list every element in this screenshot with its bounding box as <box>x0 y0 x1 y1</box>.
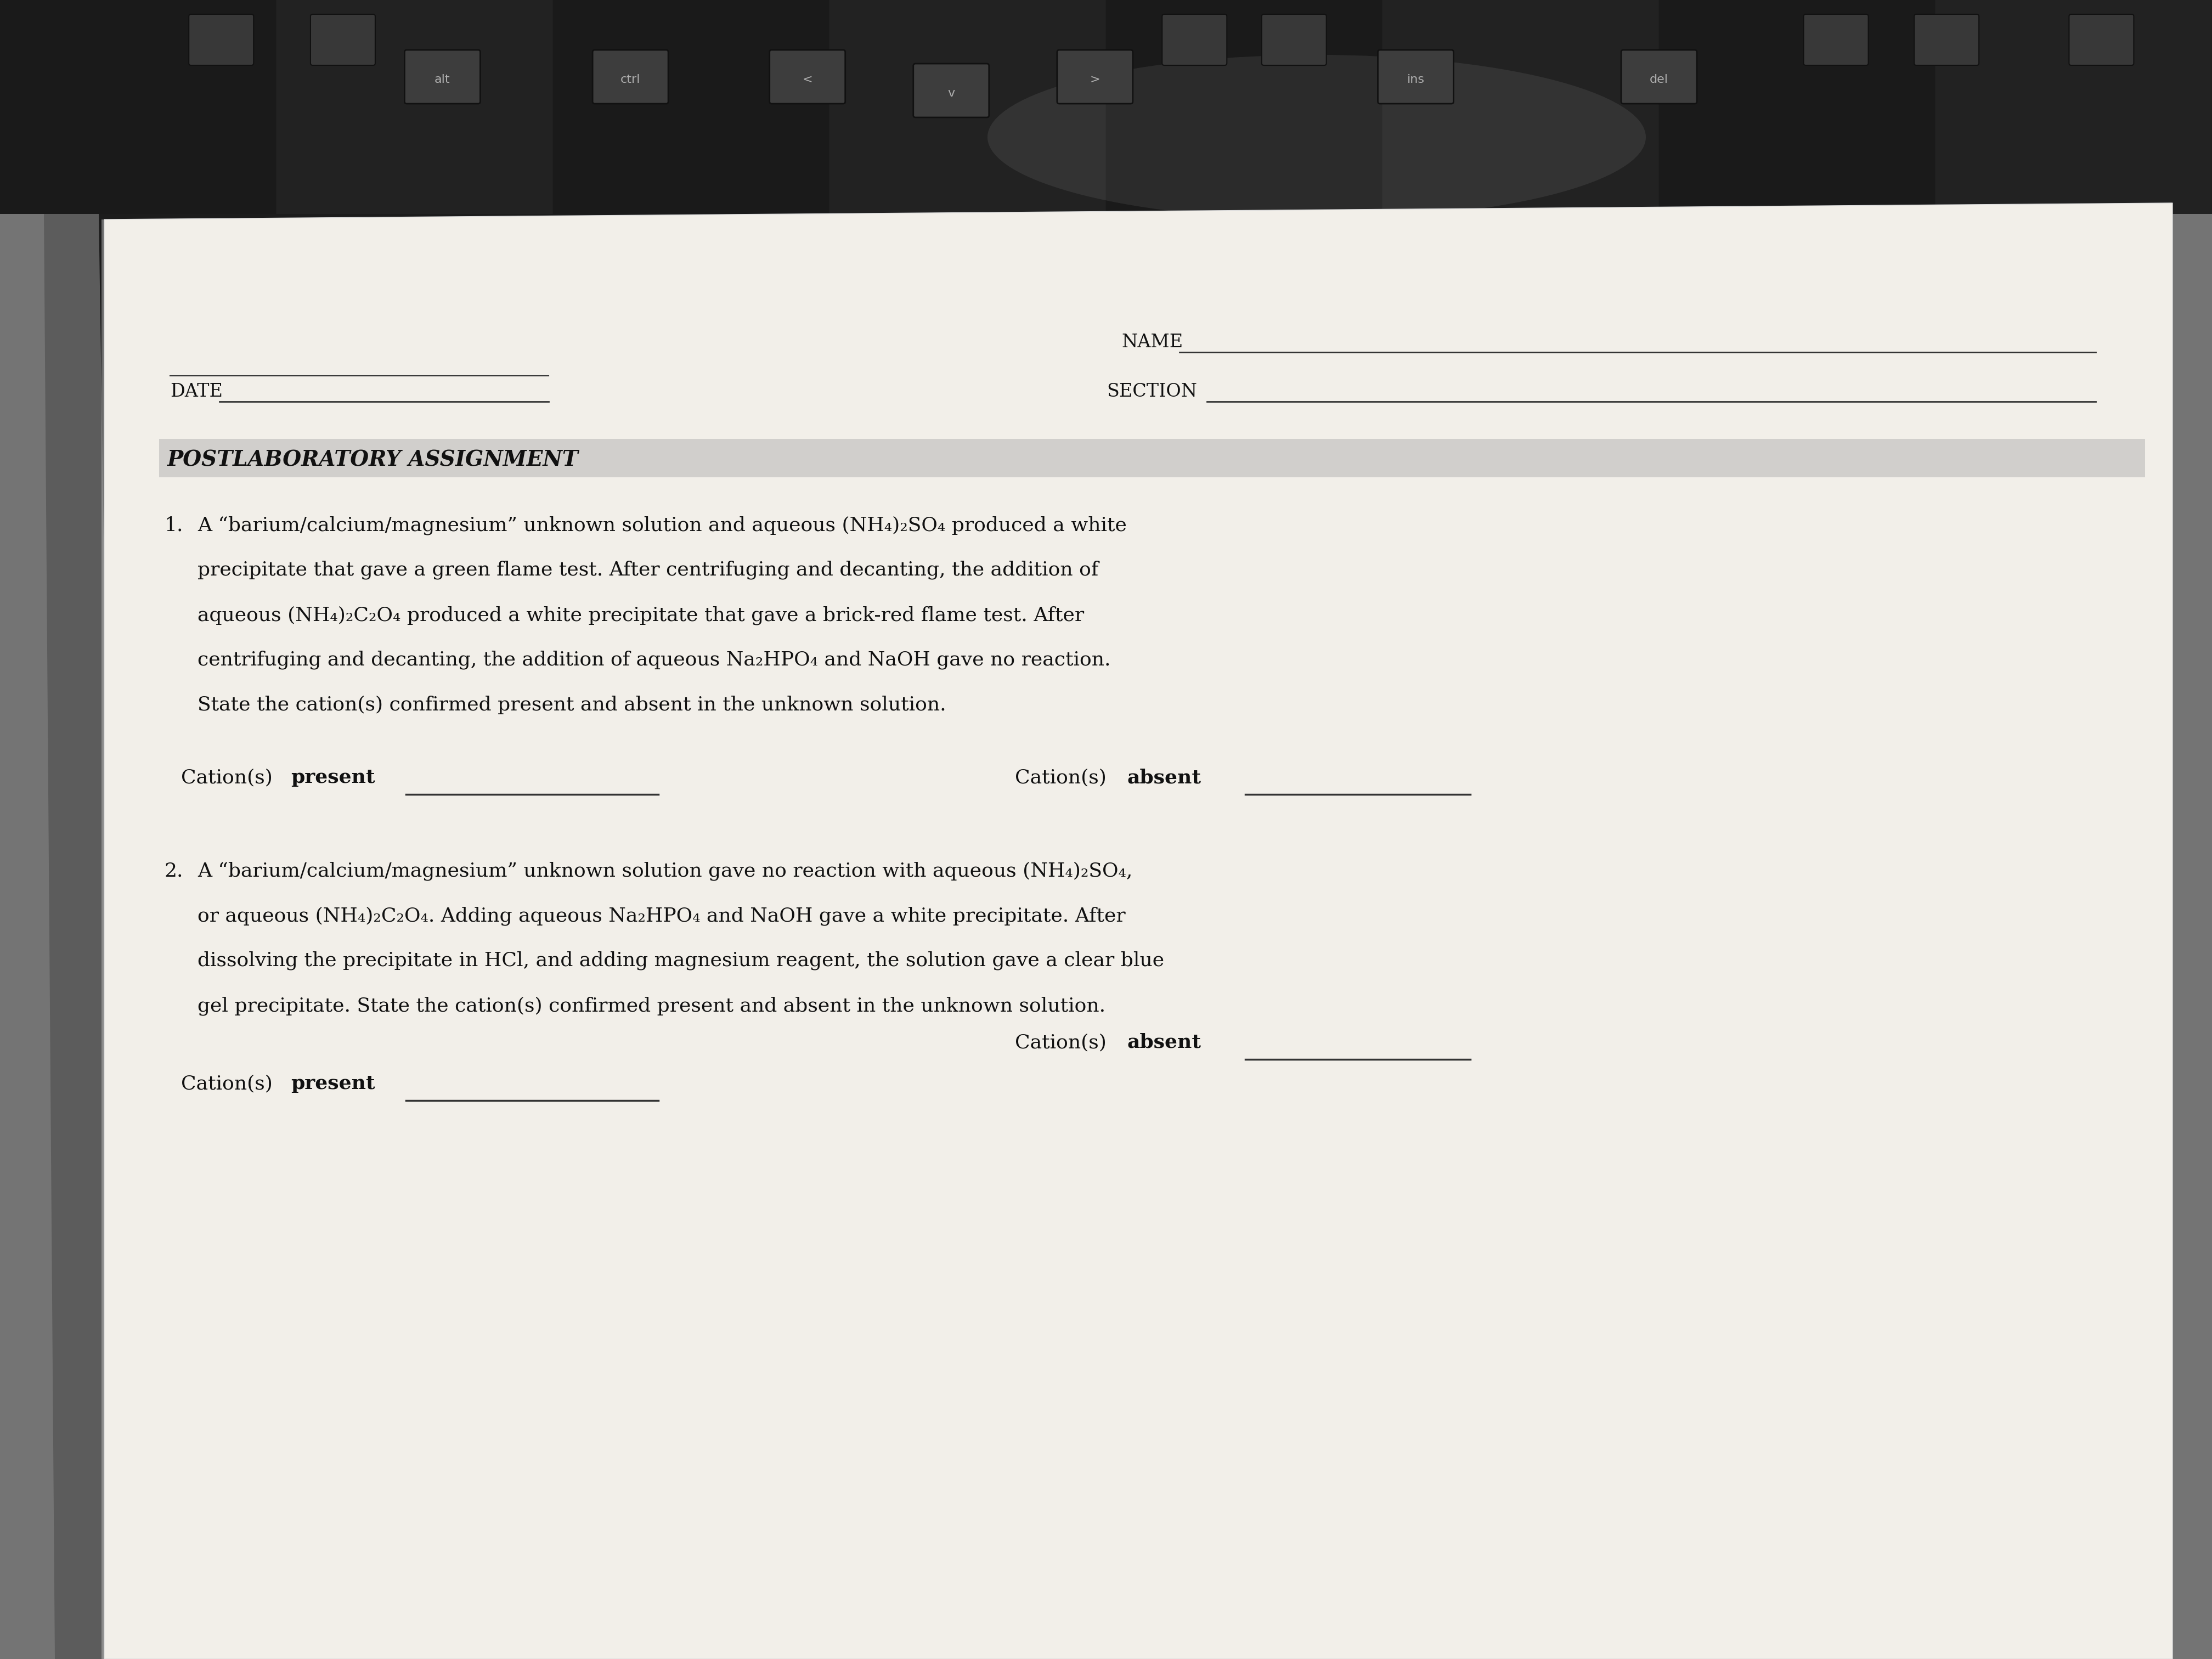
Text: <: < <box>803 75 812 85</box>
FancyBboxPatch shape <box>2068 15 2135 65</box>
Text: ctrl: ctrl <box>619 75 641 85</box>
Bar <box>159 440 2146 478</box>
FancyBboxPatch shape <box>914 63 989 118</box>
Bar <box>1936 0 2212 214</box>
FancyBboxPatch shape <box>1161 15 1228 65</box>
Bar <box>2168 214 2212 1659</box>
FancyBboxPatch shape <box>405 50 480 103</box>
Bar <box>0 0 276 214</box>
FancyBboxPatch shape <box>1913 15 1980 65</box>
Text: 1.: 1. <box>164 516 184 534</box>
Text: centrifuging and decanting, the addition of aqueous Na₂HPO₄ and NaOH gave no rea: centrifuging and decanting, the addition… <box>197 650 1110 670</box>
Bar <box>0 0 2212 214</box>
Text: SECTION: SECTION <box>1106 383 1197 400</box>
FancyBboxPatch shape <box>770 50 845 103</box>
Text: ins: ins <box>1407 75 1425 85</box>
FancyBboxPatch shape <box>188 15 254 65</box>
Text: POSTLABORATORY ASSIGNMENT: POSTLABORATORY ASSIGNMENT <box>168 450 580 471</box>
FancyBboxPatch shape <box>1057 50 1133 103</box>
FancyBboxPatch shape <box>1261 15 1327 65</box>
FancyBboxPatch shape <box>1803 15 1869 65</box>
FancyBboxPatch shape <box>1621 50 1697 103</box>
Text: alt: alt <box>434 75 451 85</box>
Ellipse shape <box>987 55 1646 219</box>
Text: NAME: NAME <box>1121 333 1183 352</box>
Text: v: v <box>947 88 956 100</box>
Polygon shape <box>102 219 115 1659</box>
Text: absent: absent <box>1128 768 1201 786</box>
Bar <box>1383 0 1659 214</box>
Text: Cation(s): Cation(s) <box>1015 768 1113 786</box>
Text: A “barium/calcium/magnesium” unknown solution and aqueous (NH₄)₂SO₄ produced a w: A “barium/calcium/magnesium” unknown sol… <box>197 516 1126 534</box>
Polygon shape <box>104 202 2172 1659</box>
FancyBboxPatch shape <box>1378 50 1453 103</box>
Polygon shape <box>0 214 122 1659</box>
Text: aqueous (NH₄)₂C₂O₄ produced a white precipitate that gave a brick-red flame test: aqueous (NH₄)₂C₂O₄ produced a white prec… <box>197 606 1084 625</box>
Text: Cation(s): Cation(s) <box>1015 1034 1113 1052</box>
Text: present: present <box>290 1073 376 1093</box>
Text: or aqueous (NH₄)₂C₂O₄. Adding aqueous Na₂HPO₄ and NaOH gave a white precipitate.: or aqueous (NH₄)₂C₂O₄. Adding aqueous Na… <box>197 906 1126 926</box>
Text: dissolving the precipitate in HCl, and adding magnesium reagent, the solution ga: dissolving the precipitate in HCl, and a… <box>197 951 1164 971</box>
Text: del: del <box>1650 75 1668 85</box>
FancyBboxPatch shape <box>593 50 668 103</box>
Bar <box>1659 0 1936 214</box>
FancyBboxPatch shape <box>310 15 376 65</box>
Text: absent: absent <box>1128 1034 1201 1052</box>
Bar <box>1106 0 1383 214</box>
Bar <box>830 0 1106 214</box>
Text: >: > <box>1091 75 1099 85</box>
Bar <box>553 0 830 214</box>
Text: State the cation(s) confirmed present and absent in the unknown solution.: State the cation(s) confirmed present an… <box>197 695 947 715</box>
Polygon shape <box>0 214 55 1659</box>
Text: Cation(s): Cation(s) <box>181 1073 279 1093</box>
Text: gel precipitate. State the cation(s) confirmed present and absent in the unknown: gel precipitate. State the cation(s) con… <box>197 997 1106 1015</box>
Text: Cation(s): Cation(s) <box>181 768 279 786</box>
Text: DATE: DATE <box>170 383 223 400</box>
Text: present: present <box>290 768 376 786</box>
Bar <box>276 0 553 214</box>
Text: 2.: 2. <box>164 861 184 879</box>
Text: precipitate that gave a green flame test. After centrifuging and decanting, the : precipitate that gave a green flame test… <box>197 561 1099 579</box>
Text: A “barium/calcium/magnesium” unknown solution gave no reaction with aqueous (NH₄: A “barium/calcium/magnesium” unknown sol… <box>197 861 1133 881</box>
